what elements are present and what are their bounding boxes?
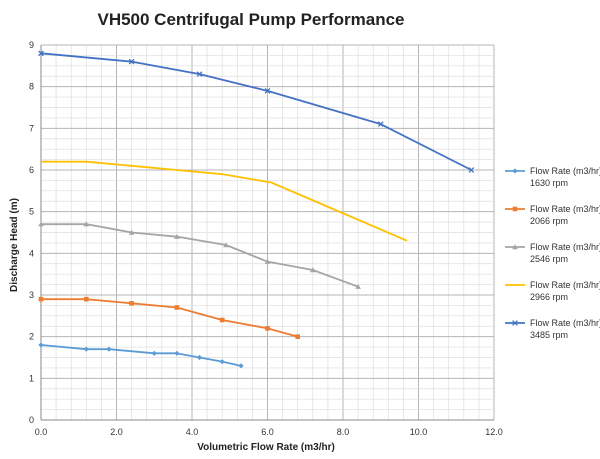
- y-tick-label: 1: [29, 373, 34, 383]
- data-point: [219, 317, 225, 323]
- y-tick-label: 9: [29, 40, 34, 50]
- data-point: [84, 296, 89, 302]
- data-point: [238, 363, 244, 369]
- legend-label: Flow Rate (m3/hr): [530, 204, 600, 214]
- legend-label: Flow Rate (m3/hr): [530, 318, 600, 328]
- axes: 0.0 2.0 4.0 6.0 8.0 10.0 12.0 0 1 2 3 4 5 6 7 8 9: [29, 40, 503, 437]
- y-tick-label: 3: [29, 290, 34, 300]
- data-point: [355, 283, 361, 289]
- series-2066-rpm: [38, 296, 300, 339]
- data-point: [174, 233, 180, 239]
- y-axis-title: Discharge Head (m): [9, 198, 20, 292]
- y-tick-label: 2: [29, 332, 34, 342]
- y-tick-label: 0: [29, 415, 34, 425]
- y-tick-label: 7: [29, 123, 34, 133]
- x-tick-label: 0.0: [35, 427, 48, 437]
- data-point: [174, 305, 180, 310]
- x-tick-label: 4.0: [186, 427, 199, 437]
- legend-speed: 2966 rpm: [530, 292, 568, 302]
- x-tick-label: 2.0: [110, 427, 123, 437]
- legend-speed: 2546 rpm: [530, 254, 568, 264]
- data-point: [512, 320, 518, 326]
- data-point: [512, 168, 518, 174]
- data-point: [38, 296, 44, 302]
- x-axis-title: Volumetric Flow Rate (m3/hr): [197, 442, 335, 453]
- series-2546-rpm: [38, 221, 361, 289]
- data-point: [106, 346, 112, 352]
- data-point: [264, 87, 271, 94]
- y-tick-label: 5: [29, 207, 34, 217]
- data-point: [128, 229, 135, 235]
- data-point: [512, 206, 518, 212]
- y-tick-label: 8: [29, 82, 34, 92]
- series-1630-rpm: [38, 342, 244, 369]
- x-tick-label: 10.0: [410, 427, 428, 437]
- y-tick-label: 6: [29, 165, 34, 175]
- data-point: [38, 221, 44, 227]
- legend-entry: Flow Rate (m3/hr) 2066 rpm: [505, 204, 600, 226]
- data-point: [128, 58, 135, 65]
- legend-label: Flow Rate (m3/hr): [530, 166, 600, 176]
- legend-label: Flow Rate (m3/hr): [530, 280, 600, 290]
- series-3485-rpm: [38, 50, 475, 173]
- data-point: [151, 350, 157, 356]
- plot-area: [38, 50, 475, 369]
- data-point: [38, 342, 44, 348]
- data-point: [310, 267, 316, 273]
- data-point: [295, 334, 300, 339]
- data-point: [468, 167, 475, 173]
- data-point: [129, 301, 134, 306]
- series-line: [41, 223, 359, 288]
- legend-speed: 2066 rpm: [530, 216, 568, 226]
- data-point: [196, 71, 203, 78]
- series-line: [41, 298, 298, 338]
- legend-entry: Flow Rate (m3/hr) 3485 rpm: [505, 318, 600, 340]
- legend-speed: 1630 rpm: [530, 178, 568, 188]
- legend-entry: Flow Rate (m3/hr) 2546 rpm: [505, 242, 600, 264]
- data-point: [174, 350, 180, 356]
- data-point: [512, 244, 518, 250]
- legend-entry: Flow Rate (m3/hr) 2966 rpm: [505, 280, 600, 302]
- x-tick-label: 8.0: [337, 427, 350, 437]
- data-point: [38, 50, 44, 57]
- series-2966-rpm: [41, 160, 408, 242]
- x-tick-label: 6.0: [261, 427, 274, 437]
- chart-title: VH500 Centrifugal Pump Performance: [97, 10, 404, 29]
- data-point: [196, 354, 203, 361]
- data-point: [83, 346, 89, 352]
- series-line: [40, 52, 472, 171]
- data-point: [265, 326, 270, 331]
- data-point: [83, 221, 90, 227]
- y-tick-label: 4: [29, 248, 34, 258]
- data-point: [264, 258, 271, 264]
- x-tick-label: 12.0: [485, 427, 503, 437]
- series-line: [41, 160, 408, 242]
- legend-speed: 3485 rpm: [530, 330, 568, 340]
- data-point: [377, 121, 384, 128]
- series-line: [40, 344, 242, 367]
- data-point: [223, 242, 229, 248]
- legend-entry: Flow Rate (m3/hr) 1630 rpm: [505, 166, 600, 188]
- data-point: [219, 359, 225, 365]
- grid: [40, 44, 495, 421]
- legend-label: Flow Rate (m3/hr): [530, 242, 600, 252]
